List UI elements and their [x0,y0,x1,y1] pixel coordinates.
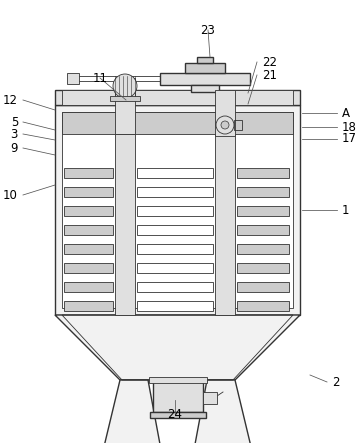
Text: 11: 11 [93,71,107,85]
Bar [237,263,289,273]
Bar [150,412,206,418]
Bar [115,134,135,315]
Text: 23: 23 [201,23,215,36]
Bar [137,206,213,216]
Bar [62,112,293,308]
Bar [64,244,113,254]
Bar [67,73,79,84]
Bar [191,85,219,90]
Bar [64,301,113,311]
Bar [137,187,213,197]
Bar [237,225,289,235]
Text: 12: 12 [3,93,18,106]
Bar [203,392,217,404]
Text: 10: 10 [3,189,18,202]
Circle shape [113,74,137,98]
Bar [185,63,225,73]
Polygon shape [102,380,162,443]
Bar [191,85,219,92]
Bar [137,282,213,292]
Bar [149,377,207,383]
Bar [55,105,300,315]
Bar [62,112,293,134]
Text: A: A [342,106,350,120]
Bar [237,187,289,197]
Text: 24: 24 [168,408,182,421]
Bar [64,263,113,273]
Bar [137,168,213,178]
Text: 18: 18 [342,120,357,133]
Bar [64,168,113,178]
Text: 9: 9 [10,141,18,155]
Bar [64,206,113,216]
Bar [237,282,289,292]
Text: 2: 2 [332,376,340,389]
Bar [137,301,213,311]
Bar [115,78,135,134]
Bar [64,187,113,197]
Bar [237,206,289,216]
Bar [153,380,203,412]
Bar [64,282,113,292]
Polygon shape [193,380,253,443]
Bar [237,168,289,178]
Text: 17: 17 [342,132,357,145]
Bar [64,225,113,235]
Bar [137,263,213,273]
Text: 22: 22 [262,55,277,69]
Bar [215,90,235,136]
Bar [62,90,293,105]
Bar [137,225,213,235]
Text: 3: 3 [11,128,18,140]
Bar [55,90,300,105]
Bar [237,244,289,254]
Text: 5: 5 [11,116,18,128]
Circle shape [221,121,229,129]
Polygon shape [55,315,300,380]
Text: 21: 21 [262,69,277,82]
Bar [110,96,140,101]
Bar [197,57,213,63]
Bar [234,120,242,130]
Bar [237,301,289,311]
Bar [215,134,235,315]
Bar [160,73,250,85]
Text: 1: 1 [342,203,350,217]
Bar [137,244,213,254]
